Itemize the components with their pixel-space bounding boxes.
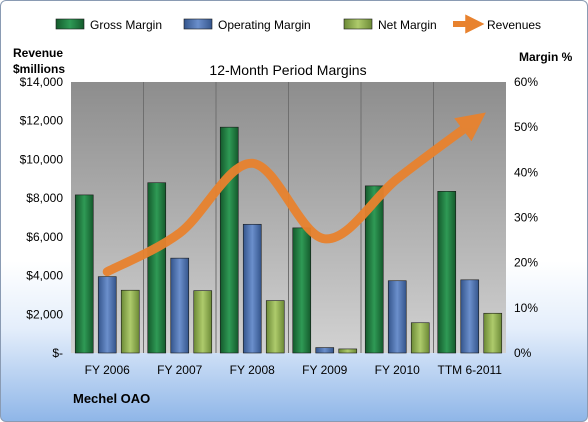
legend-label: Revenues [487,18,541,32]
bar-net-margin-1 [193,290,213,354]
legend-label: Gross Margin [90,18,162,32]
bar-net-margin-4 [410,322,430,354]
revenue-line [102,112,486,277]
category-labels: FY 2006 FY 2007 FY 2008 FY 2009 FY 2010 TTM 6… [85,363,503,377]
bar-gross-margin-1 [147,182,167,354]
bar-net-margin-2 [265,300,285,354]
bar-net-margin-0 [120,289,140,354]
bar-gross-margin-3 [292,227,312,354]
bar-gross-margin-0 [74,194,94,354]
revenue-line-path [102,112,486,277]
left-tick-label: $10,000 [20,152,64,166]
legend-swatch [183,18,213,30]
gridlines [143,82,434,353]
left-tick-label: $2,000 [26,307,63,321]
category-label: TTM 6-2011 [438,363,503,377]
category-label: FY 2010 [375,363,420,377]
left-tick-label: $12,000 [20,114,64,128]
right-tick-label: 20% [514,256,538,270]
category-label: FY 2006 [85,363,130,377]
legend: Gross Margin Operating Margin Net Margin Re… [55,14,541,34]
category-label: FY 2009 [302,363,347,377]
legend-swatch [55,18,85,30]
bar-operating-margin-5 [460,279,480,354]
right-tick-label: 40% [514,165,538,179]
legend-label: Net Margin [378,18,437,32]
right-tick-label: 60% [514,75,538,89]
bar-gross-margin-2 [219,126,239,354]
left-tick-label: $4,000 [26,269,63,283]
left-axis-ticks: $- $2,000 $4,000 $6,000 $8,000 $10,000 $12,000… [20,75,64,360]
bar-gross-margin-4 [364,185,384,354]
right-tick-label: 10% [514,301,538,315]
bar-operating-margin-2 [242,223,262,354]
chart-title: 12-Month Period Margins [209,62,366,78]
right-tick-label: 30% [514,211,538,225]
right-axis-ticks: 0% 10% 20% 30% 40% 50% 60% [514,75,538,360]
bar-operating-margin-3 [315,347,335,354]
category-label: FY 2008 [230,363,275,377]
category-label: FY 2007 [157,363,202,377]
left-tick-label: $- [52,346,63,360]
right-tick-label: 0% [514,346,532,360]
right-axis-title: Margin % [519,50,573,64]
bar-net-margin-5 [483,312,503,354]
left-tick-label: $6,000 [26,230,63,244]
left-tick-label: $14,000 [20,75,64,89]
left-axis-title-line2: $millions [13,62,65,76]
company-name: Mechel OAO [73,391,150,406]
bar-operating-margin-1 [170,257,190,354]
bar-operating-margin-4 [387,280,407,354]
left-tick-label: $8,000 [26,191,63,205]
right-tick-label: 50% [514,120,538,134]
bar-gross-margin-5 [437,191,457,354]
bars [74,126,503,354]
bar-net-margin-3 [338,348,358,354]
bar-operating-margin-0 [97,276,117,354]
left-axis-title-line1: Revenue [13,46,63,60]
legend-swatch [343,18,373,30]
legend-label: Operating Margin [218,18,311,32]
